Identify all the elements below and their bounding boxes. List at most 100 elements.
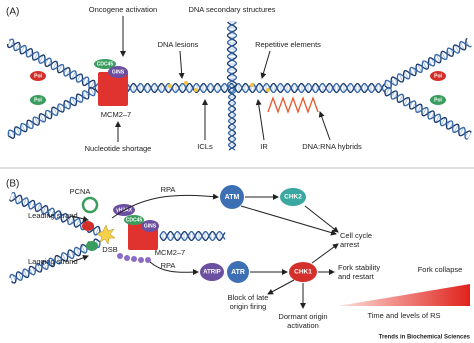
dna-strand xyxy=(39,54,44,63)
dna-strand xyxy=(34,116,40,125)
dna-strand xyxy=(94,82,386,94)
dna-strand xyxy=(76,94,82,103)
dna-strand xyxy=(440,117,446,126)
dna-strand xyxy=(17,271,22,281)
dna-strand xyxy=(52,61,58,70)
panel-label: (B) xyxy=(6,179,19,190)
dna-strand xyxy=(159,230,226,242)
label: RPA xyxy=(161,185,176,194)
dna-strand xyxy=(384,40,472,86)
dna-strand xyxy=(21,123,26,132)
label: PCNA xyxy=(70,187,91,196)
dna-strand xyxy=(403,97,409,106)
footer: Trends in Biochemical Sciences xyxy=(379,335,471,341)
dna-strand xyxy=(94,82,386,94)
arrow xyxy=(260,50,271,79)
dna-strand xyxy=(56,211,61,220)
chk1-label: CHK1 xyxy=(294,269,312,276)
replisome-left: Pol Pol CDC45 GINS xyxy=(30,59,128,106)
label: Leading strand xyxy=(28,211,78,220)
dna-strand xyxy=(441,51,446,60)
replisome-right: Pol Pol xyxy=(430,71,446,105)
dna-strand xyxy=(227,87,237,151)
dna-strand xyxy=(33,52,39,61)
lesion-marks xyxy=(168,81,270,92)
dna-strand xyxy=(453,124,459,133)
dna-strand xyxy=(226,21,238,89)
label: DSB xyxy=(102,245,117,254)
dna-strand xyxy=(459,127,464,136)
arrow xyxy=(318,111,331,141)
rs-gradient xyxy=(338,284,470,306)
dna-strand xyxy=(435,114,441,123)
pol-label: Pol xyxy=(434,73,442,79)
dna-strand xyxy=(57,64,63,73)
dna-strand xyxy=(459,41,465,51)
dna-strand xyxy=(15,42,20,51)
cdc45-label: CDC45 xyxy=(97,61,114,67)
dna-strand xyxy=(467,132,472,139)
dna-strand xyxy=(435,54,441,63)
arrow xyxy=(111,193,219,219)
label: DNA lesions xyxy=(158,40,199,49)
dna-strand xyxy=(226,21,238,89)
label: Time and levels of RS xyxy=(367,311,440,320)
dna-strand xyxy=(11,238,101,284)
label: Cell cycle xyxy=(340,231,372,240)
dna-helices xyxy=(6,21,472,284)
gins-label: GINS xyxy=(112,69,125,75)
kinases: ATM CHK2 ATRIP ATR CHK1 xyxy=(200,185,317,283)
label: RPA xyxy=(161,261,176,270)
cdc45-label: CDC45 xyxy=(126,217,143,223)
panel-label: (A) xyxy=(6,7,19,18)
dna-strand xyxy=(89,87,95,96)
dna-strand xyxy=(398,73,404,82)
label: ICLs xyxy=(197,142,213,151)
chk2-label: CHK2 xyxy=(284,194,302,201)
label: and restart xyxy=(338,272,375,281)
label: origin firing xyxy=(230,302,267,311)
dna-strand xyxy=(95,238,100,248)
dna-strand xyxy=(42,205,47,214)
dna-strand xyxy=(20,45,26,54)
label: Fork collapse xyxy=(418,265,463,274)
dna-strand xyxy=(227,87,237,151)
dna-strand xyxy=(9,192,13,200)
label: arrest xyxy=(340,240,360,249)
dna-strand xyxy=(52,106,58,116)
dna-strand xyxy=(42,261,47,270)
dna-strand xyxy=(384,37,468,90)
label: DNA secondary structures xyxy=(188,5,275,14)
rna-strand xyxy=(267,96,319,114)
label: Dormant origin xyxy=(278,312,327,321)
dna-strand xyxy=(8,38,96,90)
dna-strand xyxy=(37,263,42,272)
label: activation xyxy=(287,321,319,330)
label: Block of late xyxy=(228,293,269,302)
pol-label: Pol xyxy=(34,97,42,103)
dna-strand xyxy=(7,90,96,136)
dna-strand xyxy=(454,44,460,53)
arrow xyxy=(149,261,199,276)
dna-strand xyxy=(36,203,41,212)
arrow xyxy=(240,205,337,236)
atr-label: ATR xyxy=(231,269,245,276)
dna-strand xyxy=(17,195,22,204)
dna-strand xyxy=(76,73,82,82)
label: Lagging strand xyxy=(28,257,78,266)
label: IR xyxy=(260,142,268,151)
dna-strand xyxy=(71,97,77,106)
dna-strand xyxy=(71,71,76,80)
dna-strand xyxy=(15,126,21,135)
dna-strand xyxy=(422,107,427,116)
dna-strand xyxy=(9,241,101,281)
label: MCM2–7 xyxy=(155,248,185,257)
dna-strand xyxy=(416,104,422,113)
dna-strand xyxy=(58,104,63,113)
pol-label: Pol xyxy=(434,97,442,103)
dna-strand xyxy=(422,61,428,70)
dna-strand xyxy=(23,269,28,278)
dna-strand xyxy=(384,90,472,137)
pol-label: Pol xyxy=(34,73,42,79)
